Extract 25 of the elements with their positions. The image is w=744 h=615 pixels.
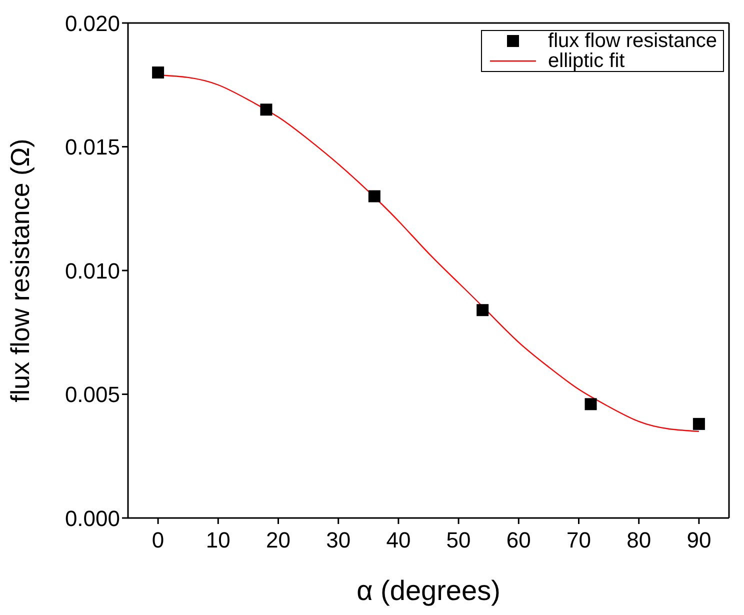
y-tick-label: 0.010 [64, 258, 120, 284]
y-tick-label: 0.005 [64, 382, 120, 408]
x-tick-label: 50 [446, 528, 471, 553]
x-tick-label: 80 [626, 528, 652, 553]
y-tick-label: 0.020 [64, 10, 120, 36]
x-tick-label: 30 [326, 528, 351, 553]
y-tick-label: 0.000 [64, 506, 120, 531]
x-tick-label: 40 [386, 528, 411, 553]
legend-label: elliptic fit [548, 50, 625, 72]
legend-label: flux flow resistance [548, 30, 717, 52]
point [152, 66, 164, 78]
x-tick-label: 0 [152, 528, 164, 553]
y-tick-label: 0.015 [64, 134, 120, 160]
y-axis-title: flux flow resistance (Ω) [5, 138, 36, 402]
point [584, 398, 597, 410]
point [368, 190, 380, 202]
x-axis-title: α (degrees) [356, 575, 500, 606]
point [476, 304, 489, 316]
point [692, 418, 705, 430]
x-tick-label: 70 [566, 528, 591, 553]
x-tick-label: 60 [506, 528, 531, 553]
x-tick-label: 20 [266, 528, 290, 553]
x-tick-label: 10 [206, 528, 230, 553]
point [260, 104, 272, 116]
x-tick-label: 90 [686, 528, 712, 553]
